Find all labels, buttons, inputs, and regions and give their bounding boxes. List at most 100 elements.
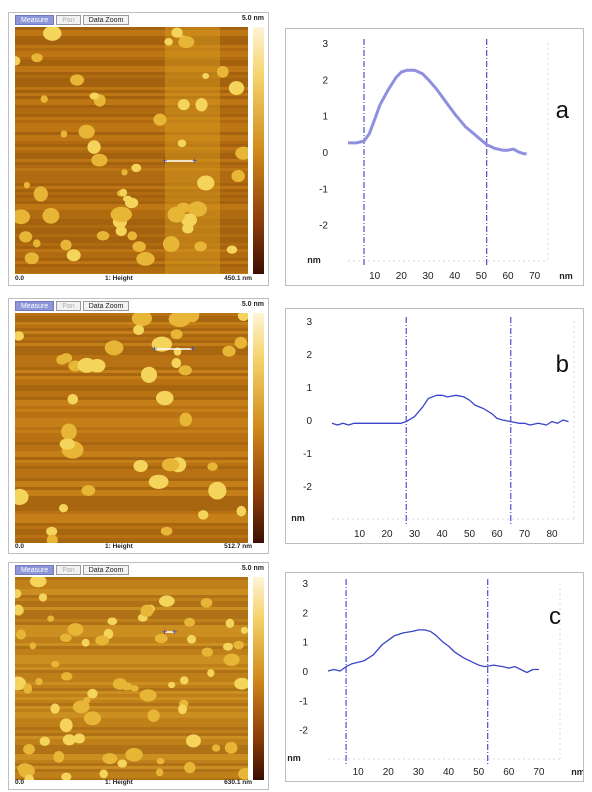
particle — [43, 27, 62, 41]
particle — [78, 124, 95, 139]
measure-button[interactable]: Measure — [15, 565, 55, 575]
scan-line — [15, 78, 248, 81]
scan-line — [15, 264, 248, 267]
data-zoom-button[interactable]: Data Zoom — [82, 15, 130, 25]
scan-line — [15, 382, 248, 385]
x-tick-label: 40 — [443, 767, 455, 778]
scan-line — [15, 391, 248, 394]
scan-line — [15, 457, 248, 460]
afm-height-image[interactable]: + + — [15, 577, 248, 780]
scan-line — [15, 90, 248, 93]
scan-line — [15, 340, 248, 343]
particle — [104, 340, 124, 356]
scan-line — [15, 75, 248, 78]
y-unit-label: nm — [287, 753, 301, 763]
scan-line — [15, 45, 248, 48]
scan-line — [15, 126, 248, 129]
particle — [66, 249, 81, 262]
x-tick-label: 10 — [353, 767, 365, 778]
footer-channel: 1: Height — [105, 543, 133, 550]
scan-line — [15, 99, 248, 102]
particle — [207, 669, 215, 678]
scan-line — [15, 51, 248, 54]
particle — [178, 365, 192, 376]
scan-line — [15, 430, 248, 433]
scan-line — [15, 718, 248, 721]
scan-line — [15, 370, 248, 373]
pan-button[interactable]: Pan — [56, 565, 81, 575]
scan-line — [15, 454, 248, 457]
y-tick-label: 1 — [306, 383, 312, 394]
y-tick-label: 2 — [322, 75, 328, 86]
scan-line — [15, 490, 248, 493]
particle — [50, 703, 60, 714]
scan-line — [15, 736, 248, 739]
particle — [130, 685, 139, 692]
afm-height-image[interactable]: + + — [15, 313, 248, 543]
scan-line — [15, 601, 248, 604]
particle — [226, 245, 238, 254]
scan-line — [15, 442, 248, 445]
particle — [125, 748, 143, 762]
particle — [46, 534, 58, 543]
data-zoom-button[interactable]: Data Zoom — [82, 565, 130, 575]
scan-line — [15, 445, 248, 448]
particle — [73, 733, 85, 744]
particle — [140, 366, 158, 383]
scan-line — [15, 72, 248, 75]
particle — [23, 181, 30, 189]
particle — [112, 678, 128, 690]
footer-origin: 0.0 — [15, 779, 25, 786]
particle — [171, 27, 183, 38]
particle — [176, 202, 191, 213]
particle — [89, 358, 106, 373]
scan-line — [15, 628, 248, 631]
scan-line — [15, 141, 248, 144]
y-tick-label: 2 — [302, 608, 308, 619]
particle — [15, 209, 31, 225]
scan-line — [15, 646, 248, 649]
scan-line — [15, 349, 248, 352]
scan-line — [15, 484, 248, 487]
scan-line — [15, 475, 248, 478]
particle — [201, 647, 214, 657]
scan-line — [15, 36, 248, 39]
particle — [178, 704, 187, 715]
scan-line — [15, 583, 248, 586]
scan-line — [15, 451, 248, 454]
scan-line — [15, 171, 248, 174]
pan-button[interactable]: Pan — [56, 15, 81, 25]
afm-height-image[interactable]: + + — [15, 27, 248, 274]
measure-button[interactable]: Measure — [15, 15, 55, 25]
scan-line — [15, 433, 248, 436]
scan-line — [15, 243, 248, 246]
scan-line — [15, 733, 248, 736]
scan-line — [15, 703, 248, 706]
scan-line — [15, 616, 248, 619]
particle — [83, 696, 91, 704]
particle — [70, 74, 85, 86]
scan-line — [15, 165, 248, 168]
scan-line — [15, 168, 248, 171]
particle — [233, 640, 244, 650]
scan-line — [15, 93, 248, 96]
particle — [60, 130, 68, 138]
data-zoom-button[interactable]: Data Zoom — [82, 301, 130, 311]
afm-image-canvas: + + — [15, 577, 248, 780]
particle — [197, 175, 215, 191]
scan-line — [15, 373, 248, 376]
particle — [177, 139, 187, 148]
particle — [225, 618, 235, 628]
scan-line — [15, 412, 248, 415]
scan-line — [15, 129, 248, 132]
scan-line — [15, 246, 248, 249]
scan-line — [15, 682, 248, 685]
height-scale-max: 5.0 nm — [241, 15, 264, 22]
scan-line — [15, 532, 248, 535]
scan-line — [15, 267, 248, 270]
particle — [91, 153, 108, 167]
panel-label: b — [555, 351, 569, 378]
measure-button[interactable]: Measure — [15, 301, 55, 311]
pan-button[interactable]: Pan — [56, 301, 81, 311]
scan-line — [15, 174, 248, 177]
